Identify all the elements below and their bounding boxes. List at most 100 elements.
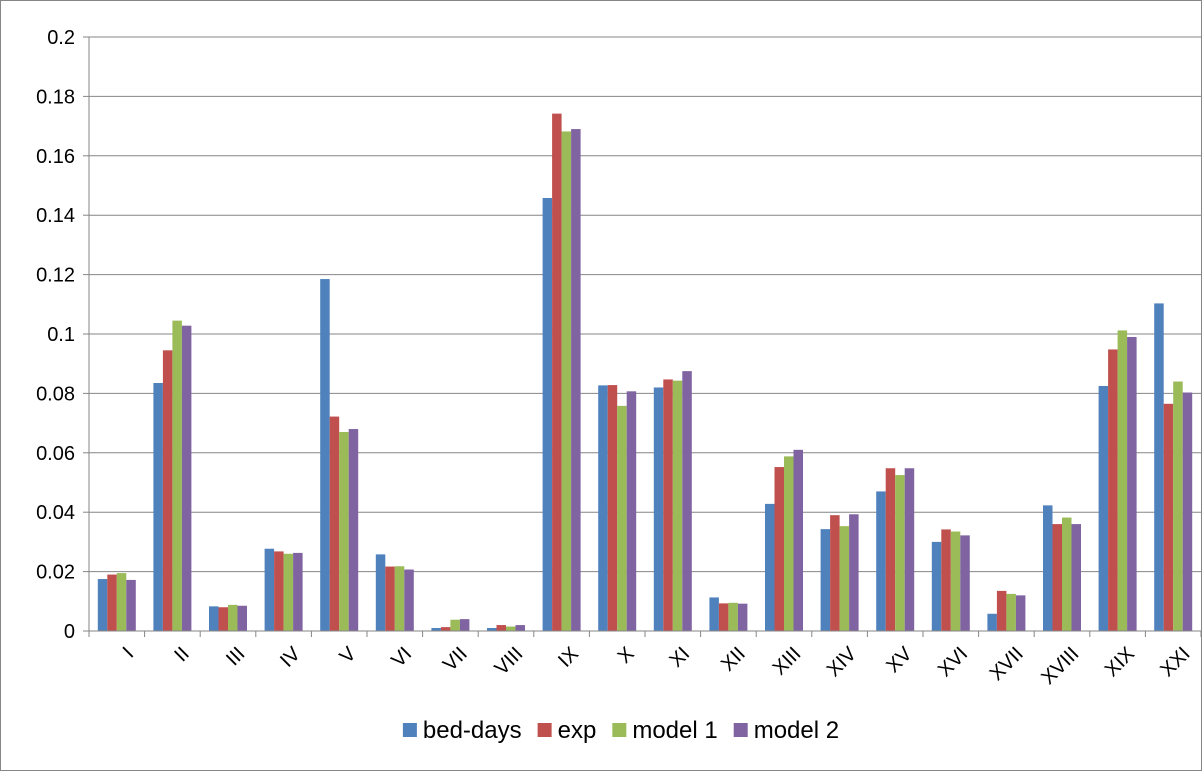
bar-model-1-XVII xyxy=(1006,593,1016,631)
bar-exp-V xyxy=(329,416,340,631)
bar-model-1-XIII xyxy=(784,456,794,631)
bar-model-2-III xyxy=(237,605,247,631)
legend-item-model-1: model 1 xyxy=(612,717,718,744)
bar-model-1-IX xyxy=(561,131,572,632)
x-tick-label: IX xyxy=(554,643,583,672)
bar-model-2-VI xyxy=(404,569,414,631)
bar-model-2-X xyxy=(626,391,637,631)
bar-model-1-II xyxy=(172,320,182,631)
bar-exp-XIII xyxy=(774,467,784,631)
bar-bed-days-XXI xyxy=(1154,303,1164,631)
x-tick-label: XIV xyxy=(823,642,862,681)
bars xyxy=(97,113,1193,632)
legend-item-model-2: model 2 xyxy=(733,717,839,744)
y-tick-label: 0.08 xyxy=(36,383,75,405)
y-tick-label: 0.04 xyxy=(36,502,75,524)
bar-bed-days-XVII xyxy=(987,613,997,631)
bar-bed-days-VIII xyxy=(487,628,497,631)
bar-model-2-XVIII xyxy=(1071,524,1081,631)
bar-exp-XIV xyxy=(830,515,840,631)
bar-bed-days-VII xyxy=(431,628,441,631)
bar-exp-XXI xyxy=(1163,403,1174,631)
bar-model-1-X xyxy=(617,405,627,631)
y-tick-label: 0.1 xyxy=(47,324,75,346)
bar-model-2-VII xyxy=(459,619,470,631)
y-tick-label: 0.06 xyxy=(36,443,75,465)
bar-exp-XVIII xyxy=(1052,524,1062,631)
x-tick-label: VIII xyxy=(491,643,528,680)
bar-model-1-VIII xyxy=(506,626,516,631)
bar-model-1-I xyxy=(116,573,127,631)
x-tick-label: XII xyxy=(717,643,750,676)
x-tick-label: XV xyxy=(882,642,917,677)
bar-model-1-V xyxy=(339,432,349,631)
bar-model-2-XIII xyxy=(793,449,803,631)
bar-model-2-VIII xyxy=(515,625,525,631)
bar-exp-II xyxy=(162,350,173,631)
y-axis-tick-labels: 0 0.02 0.04 0.06 0.08 0.1 0.12 0.14 0.16 0.18 0.2 xyxy=(36,27,75,643)
bar-exp-VII xyxy=(440,627,451,631)
legend-label: model 1 xyxy=(632,717,717,744)
y-tick-label: 0.02 xyxy=(36,562,75,584)
bar-bed-days-IX xyxy=(542,197,553,631)
bar-model-2-XV xyxy=(904,468,915,631)
legend-item-exp: exp xyxy=(537,717,597,744)
y-tick-label: 0.2 xyxy=(47,27,75,49)
bar-exp-XV xyxy=(885,468,896,631)
x-tick-label: XVII xyxy=(986,643,1028,685)
bar-model-1-XIV xyxy=(839,526,850,631)
x-tick-label: X xyxy=(614,643,639,668)
bar-model-1-XVI xyxy=(950,531,961,631)
legend-item-bed-days: bed-days xyxy=(402,717,522,744)
bar-model-2-XIV xyxy=(849,514,859,631)
bar-model-1-XVIII xyxy=(1062,517,1072,631)
bar-bed-days-II xyxy=(153,383,163,631)
bar-model-1-XV xyxy=(895,475,905,631)
bar-model-1-VII xyxy=(450,619,460,631)
bar-exp-III xyxy=(218,607,228,631)
y-tick-label: 0.18 xyxy=(36,86,75,108)
bar-model-2-XVI xyxy=(960,535,970,631)
legend-swatch xyxy=(537,723,552,737)
bar-model-1-XI xyxy=(672,380,683,631)
bar-model-2-XXI xyxy=(1182,392,1193,631)
x-tick-label: I xyxy=(119,643,138,662)
bar-model-1-XIX xyxy=(1117,330,1128,631)
bar-exp-I xyxy=(107,574,117,631)
bar-exp-XIX xyxy=(1108,349,1118,631)
bar-exp-XI xyxy=(663,379,673,631)
bar-exp-X xyxy=(607,385,618,631)
legend-swatch xyxy=(733,723,748,737)
legend-label: model 2 xyxy=(754,717,839,744)
bar-bed-days-XV xyxy=(876,491,886,631)
bar-bed-days-XIII xyxy=(765,503,775,631)
bar-exp-XVI xyxy=(941,529,951,631)
legend-label: exp xyxy=(558,717,597,744)
x-tick-label: III xyxy=(222,643,249,670)
bar-exp-VI xyxy=(385,566,395,631)
legend: bed-days exp model 1 model 2 xyxy=(402,717,839,744)
x-axis-tick-labels: I II III IV V VI VII VIII IX X XI XII XIII XIV XV XVI XV… xyxy=(119,642,1195,689)
bar-bed-days-XVI xyxy=(931,541,942,631)
bar-model-1-XII xyxy=(728,602,738,631)
x-tick-label: XI xyxy=(665,643,694,672)
x-tick-label: VI xyxy=(387,643,416,672)
bar-bed-days-I xyxy=(97,579,108,631)
y-tick-label: 0 xyxy=(64,621,75,643)
bar-bed-days-XI xyxy=(653,387,664,631)
x-tick-label: XVI xyxy=(934,643,972,681)
bar-model-2-XII xyxy=(737,603,748,631)
legend-swatch xyxy=(612,723,627,737)
bar-bed-days-V xyxy=(320,279,330,631)
gridlines xyxy=(83,36,1201,632)
x-tick-label: XXI xyxy=(1156,643,1194,681)
y-tick-label: 0.14 xyxy=(36,205,75,227)
bar-model-2-XIX xyxy=(1127,336,1137,631)
x-tick-label: V xyxy=(336,642,361,667)
x-tick-label: II xyxy=(170,643,193,666)
bar-exp-XII xyxy=(718,603,729,631)
bar-bed-days-XIV xyxy=(820,529,831,631)
legend-label: bed-days xyxy=(423,717,522,744)
bar-model-2-XI xyxy=(682,371,692,631)
